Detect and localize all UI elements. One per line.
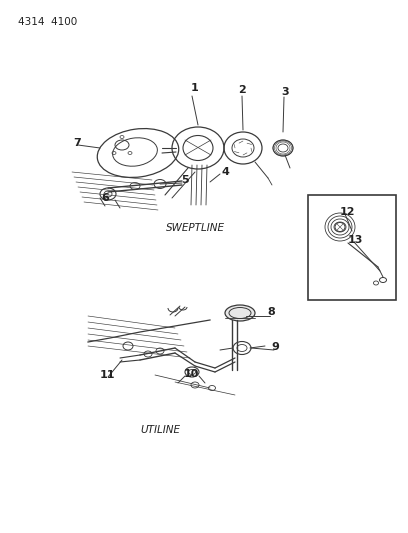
Text: 1: 1 [191, 83, 199, 93]
Text: 4314  4100: 4314 4100 [18, 17, 77, 27]
Text: 9: 9 [271, 342, 279, 352]
Text: UTILINE: UTILINE [140, 425, 180, 435]
Text: 10: 10 [183, 369, 199, 379]
Ellipse shape [225, 305, 255, 321]
Text: 2: 2 [238, 85, 246, 95]
Text: 3: 3 [281, 87, 289, 97]
Text: 5: 5 [181, 175, 189, 185]
Text: SWEPTLINE: SWEPTLINE [166, 223, 224, 233]
Text: 6: 6 [101, 193, 109, 203]
Bar [308, 195, 396, 300]
Text: 13: 13 [347, 235, 363, 245]
Text: 4: 4 [221, 167, 229, 177]
Text: 12: 12 [339, 207, 355, 217]
Text: 11: 11 [99, 370, 115, 380]
Text: 8: 8 [267, 307, 275, 317]
Text: 7: 7 [73, 138, 81, 148]
